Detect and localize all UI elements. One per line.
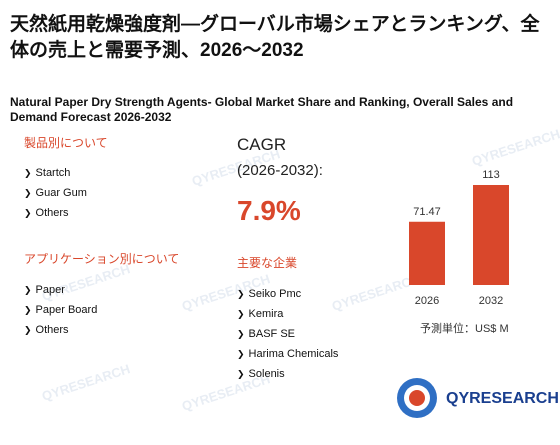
page-title-english: Natural Paper Dry Strength Agents- Globa… <box>10 95 514 124</box>
arrow-icon: ❯ <box>237 309 245 319</box>
product-list: ❯ Startch ❯ Guar Gum ❯ Others <box>24 163 87 223</box>
list-item: ❯ Harima Chemicals <box>237 344 338 364</box>
companies-list: ❯ Seiko Pmc ❯ Kemira ❯ BASF SE ❯ Harima Chem… <box>237 284 338 384</box>
list-item: ❯ Guar Gum <box>24 183 87 203</box>
qyresearch-logo <box>397 378 437 418</box>
list-item: ❯ Seiko Pmc <box>237 284 338 304</box>
x-tick-label: 2026 <box>415 295 439 307</box>
application-list: ❯ Paper ❯ Paper Board ❯ Others <box>24 280 97 340</box>
logo-text: QYRESEARCH <box>446 390 559 407</box>
bar-2032 <box>473 185 509 285</box>
list-item: ❯ Paper Board <box>24 300 97 320</box>
list-item-label: Startch <box>35 167 71 179</box>
list-item-label: BASF SE <box>248 328 296 340</box>
list-item: ❯ Kemira <box>237 304 338 324</box>
list-item-label: Seiko Pmc <box>248 288 302 300</box>
forecast-unit-label: 予測単位：US$ M <box>420 323 509 335</box>
list-item-label: Others <box>35 207 69 219</box>
list-item-label: Kemira <box>248 308 284 320</box>
list-item: ❯ Startch <box>24 163 87 183</box>
cagr-value: 7.9% <box>237 195 301 226</box>
companies-section-heading: 主要な企業 <box>237 256 298 270</box>
list-item-label: Solenis <box>248 368 285 380</box>
list-item-label: Others <box>35 324 69 336</box>
list-item: ❯ Others <box>24 320 97 340</box>
list-item: ❯ Others <box>24 203 87 223</box>
arrow-icon: ❯ <box>237 289 245 299</box>
list-item-label: Paper Board <box>35 304 98 316</box>
bar-value-label: 113 <box>482 169 500 181</box>
x-tick-label: 2032 <box>479 295 503 307</box>
list-item-label: Guar Gum <box>35 187 87 199</box>
bar-value-label: 71.47 <box>413 206 441 218</box>
product-section-heading: 製品別について <box>24 136 108 150</box>
arrow-icon: ❯ <box>24 208 32 218</box>
arrow-icon: ❯ <box>237 349 245 359</box>
bar-2026 <box>409 221 445 285</box>
list-item: ❯ BASF SE <box>237 324 338 344</box>
watermark: QYRESEARCH <box>39 361 132 404</box>
list-item: ❯ Paper <box>24 280 97 300</box>
arrow-icon: ❯ <box>24 285 32 295</box>
forecast-bar-chart: 71.47 2026 113 2032 <box>409 169 509 307</box>
page-title-japanese: 天然紙用乾燥強度剤―グローバル市場シェアとランキング、全体の売上と需要予測、20… <box>10 14 540 61</box>
arrow-icon: ❯ <box>24 305 32 315</box>
arrow-icon: ❯ <box>237 329 245 339</box>
application-section-heading: アプリケーション別について <box>24 252 180 266</box>
arrow-icon: ❯ <box>24 325 32 335</box>
list-item-label: Paper <box>35 284 65 296</box>
arrow-icon: ❯ <box>24 168 32 178</box>
list-item-label: Harima Chemicals <box>248 348 339 360</box>
arrow-icon: ❯ <box>237 369 245 379</box>
arrow-icon: ❯ <box>24 188 32 198</box>
cagr-range: (2026-2032): <box>237 162 323 179</box>
cagr-label: CAGR <box>237 135 287 154</box>
list-item: ❯ Solenis <box>237 364 338 384</box>
